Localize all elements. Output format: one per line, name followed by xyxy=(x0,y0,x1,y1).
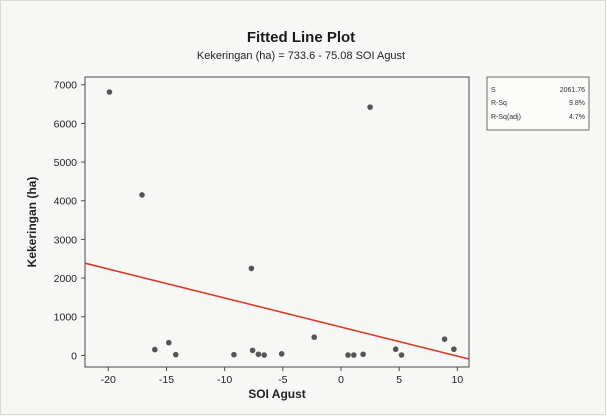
stat-value-rsq-adj: 4.7% xyxy=(569,114,585,121)
y-tick-label: 5000 xyxy=(54,157,78,169)
x-axis-label: SOI Agust xyxy=(248,387,306,401)
data-point xyxy=(451,346,457,353)
data-point xyxy=(248,265,255,272)
x-tick-label: -20 xyxy=(101,374,116,386)
chart-subtitle: Kekeringan (ha) = 733.6 - 75.08 SOI Agus… xyxy=(197,50,405,62)
y-tick-label: 0 xyxy=(71,350,77,362)
data-point xyxy=(398,352,405,358)
stat-label-s: S xyxy=(491,87,496,94)
data-point xyxy=(139,192,145,198)
data-point xyxy=(152,346,158,353)
x-tick-label: -5 xyxy=(278,374,287,386)
data-point xyxy=(392,346,399,353)
y-tick-label: 7000 xyxy=(54,80,78,92)
y-tick-label: 1000 xyxy=(54,312,78,324)
data-point xyxy=(367,104,373,110)
y-tick-label: 6000 xyxy=(54,118,78,130)
x-tick-label: -10 xyxy=(217,374,232,386)
data-point xyxy=(106,89,113,95)
data-point xyxy=(278,351,285,357)
stat-value-s: 2061.76 xyxy=(560,87,585,94)
stat-label-rsq: R-Sq xyxy=(491,100,507,107)
y-tick-label: 2000 xyxy=(54,273,78,285)
data-point xyxy=(165,339,172,346)
stat-label-rsq-adj: R-Sq(adj) xyxy=(491,114,521,121)
data-point xyxy=(261,352,268,358)
y-tick-label: 3000 xyxy=(54,234,78,246)
plot-area xyxy=(84,76,470,368)
data-point xyxy=(172,351,179,358)
x-tick-label: -15 xyxy=(159,374,174,386)
x-tick-label: 10 xyxy=(452,374,464,386)
chart-title: Fitted Line Plot xyxy=(247,29,355,46)
data-point xyxy=(255,351,262,358)
data-point xyxy=(249,347,256,354)
data-point xyxy=(360,351,366,358)
y-tick-label: 4000 xyxy=(54,196,78,208)
x-tick-label: 5 xyxy=(396,374,402,386)
stat-value-rsq: 9.8% xyxy=(569,100,585,107)
stats-box: S 2061.76 R-Sq 9.8% R-Sq(adj) 4.7% xyxy=(486,76,590,131)
data-point xyxy=(345,352,351,358)
x-tick-label: 0 xyxy=(338,374,344,386)
data-point xyxy=(231,351,237,358)
fitted-regression-line xyxy=(84,262,470,360)
data-point xyxy=(311,334,318,341)
data-point xyxy=(441,336,448,342)
data-point xyxy=(351,352,357,358)
y-axis-label: Kekeringan (ha) xyxy=(25,177,39,268)
